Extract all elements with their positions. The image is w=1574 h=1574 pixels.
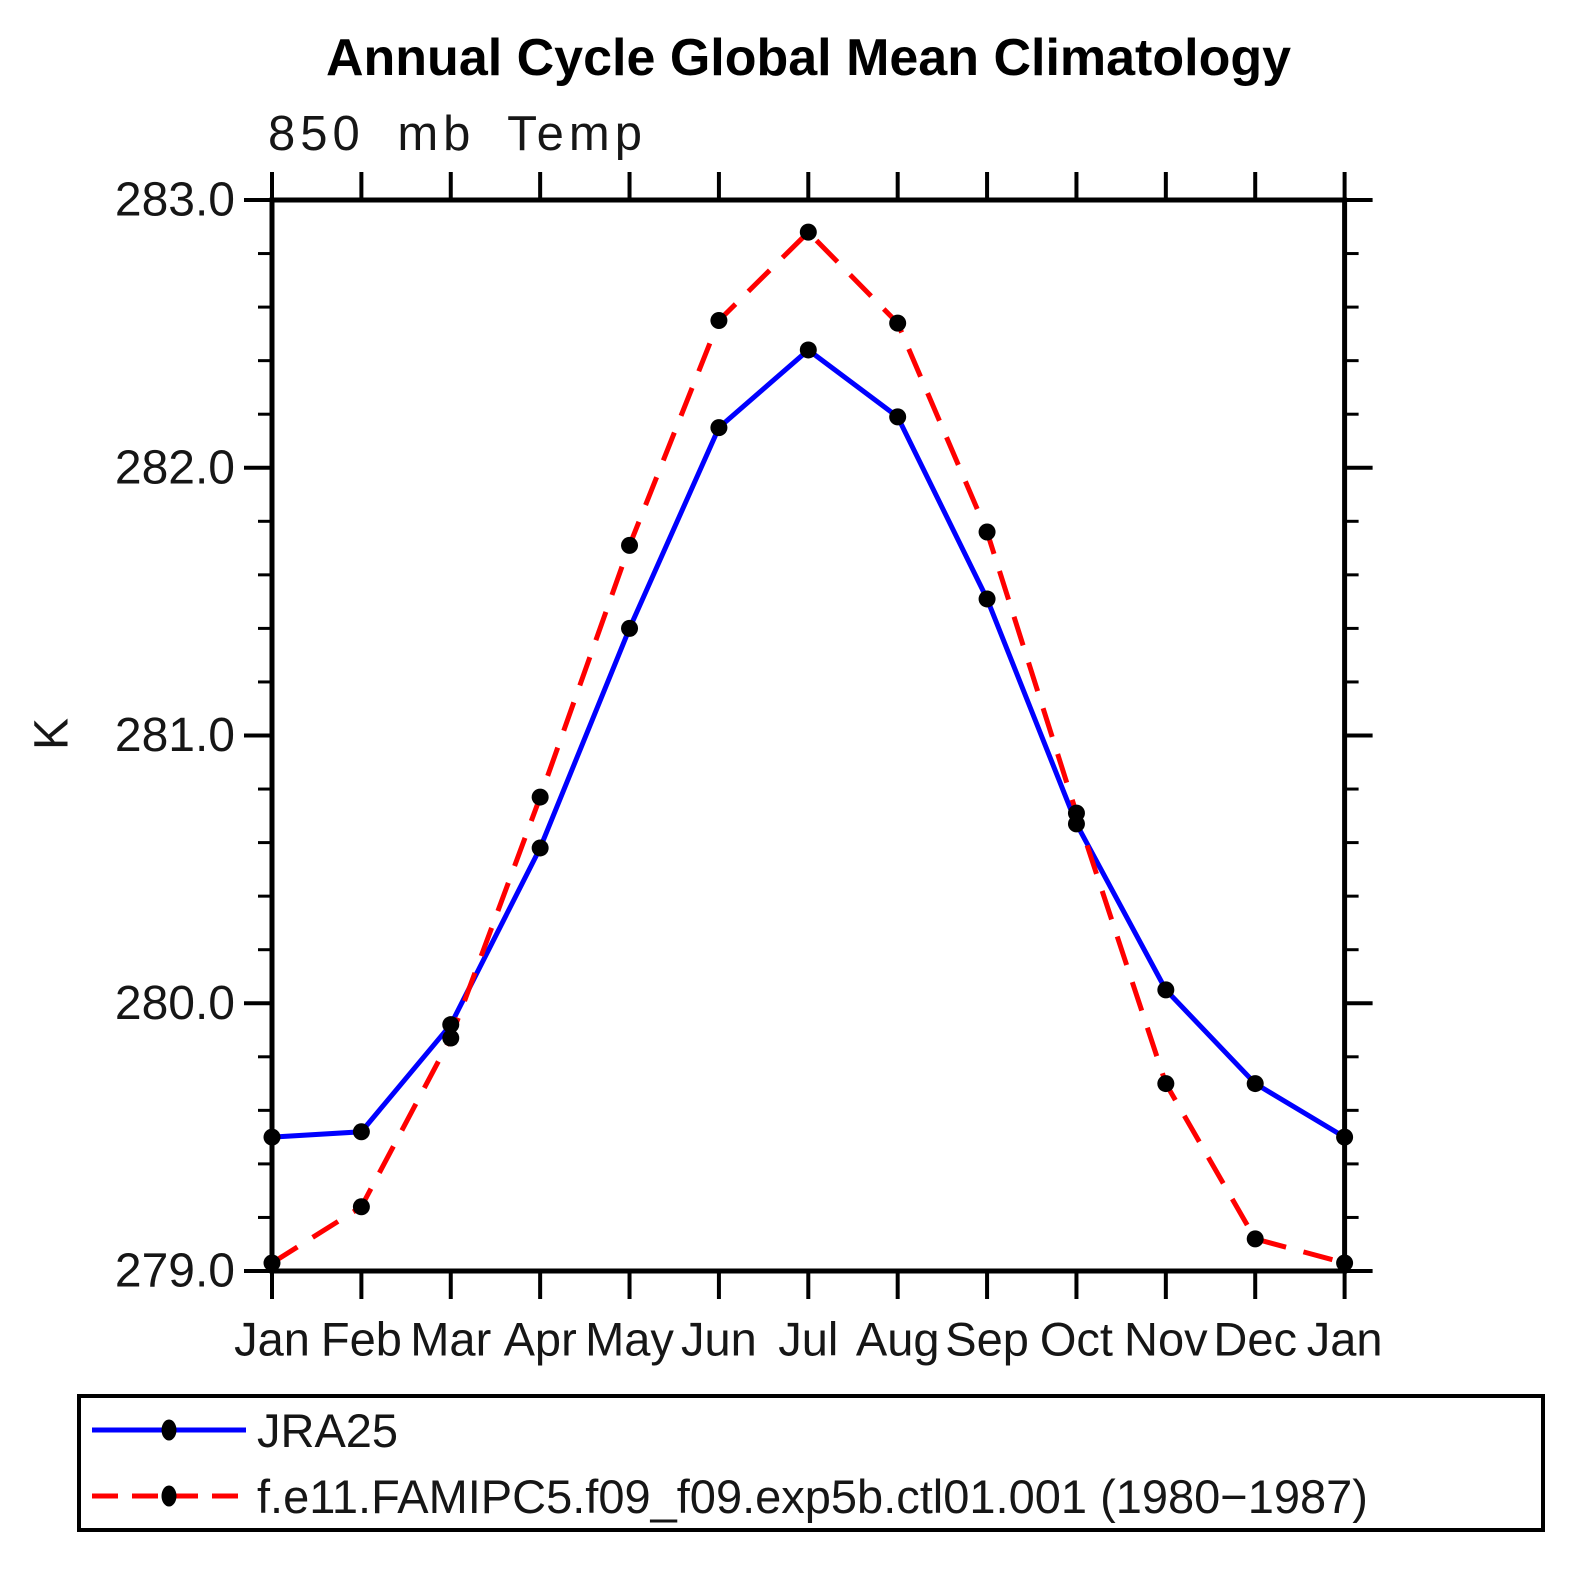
data-point-series-0 [1157,981,1175,999]
x-tick-label: May [585,1313,674,1366]
legend-label: JRA25 [257,1403,399,1457]
data-point-series-0 [352,1123,370,1141]
data-point-series-0 [442,1016,460,1034]
x-tick-label: Oct [1040,1313,1113,1366]
data-point-series-1 [1246,1230,1264,1248]
legend: JRA25 f.e11.FAMIPC5.f09_f09.exp5b.ctl01.… [77,1394,1545,1532]
data-point-series-0 [1246,1075,1264,1093]
chart-subtitle: 850 mb Temp [268,107,647,161]
legend-line-sample-dashed [92,1485,246,1507]
data-point-series-1 [442,1029,460,1047]
data-point-series-0 [621,619,639,637]
y-tick-label: 281.0 [115,709,235,762]
chart-title: Annual Cycle Global Mean Climatology [325,29,1292,87]
legend-label: f.e11.FAMIPC5.f09_f09.exp5b.ctl01.001 (1… [257,1469,1368,1523]
data-point-series-0 [978,590,996,608]
y-tick-label: 282.0 [115,441,235,494]
data-point-series-1 [1336,1254,1354,1272]
x-tick-label: Aug [856,1313,940,1366]
data-point-series-0 [263,1128,281,1146]
data-point-series-0 [889,408,907,426]
legend-marker-dot [161,1485,177,1507]
data-point-series-1 [263,1254,281,1272]
data-point-series-0 [799,341,817,359]
x-tick-label: Mar [410,1313,491,1366]
x-tick-label: Sep [945,1313,1029,1366]
axes-frame [269,197,1348,1274]
x-tick-label: Dec [1213,1313,1297,1366]
x-tick-label: Apr [504,1313,577,1366]
data-point-series-1 [531,788,549,806]
data-point-series-1 [621,536,639,554]
x-tick-label: Nov [1124,1313,1208,1366]
data-point-series-0 [531,839,549,857]
series-line-1 [270,228,1346,1266]
y-tick-label: 279.0 [115,1245,235,1298]
x-tick-label: Feb [321,1313,402,1366]
legend-line-sample-solid [92,1419,246,1441]
data-point-series-1 [889,314,907,332]
y-tick-label: 283.0 [115,174,235,227]
data-point-series-1 [799,223,817,241]
y-tick-label: 280.0 [115,977,235,1030]
x-tick-label: Jul [778,1313,838,1366]
x-tick-label: Jan [234,1313,310,1366]
data-point-series-0 [710,419,728,437]
data-point-series-1 [1067,804,1085,822]
legend-marker-dot [161,1419,177,1441]
data-point-series-1 [978,523,996,541]
legend-entry-model: f.e11.FAMIPC5.f09_f09.exp5b.ctl01.001 (1… [89,1467,1541,1525]
legend-entry-jra25: JRA25 [89,1401,1541,1459]
data-point-series-1 [352,1198,370,1216]
series-line-0 [271,346,1346,1140]
x-tick-label: Jan [1307,1313,1383,1366]
data-point-series-0 [1336,1128,1354,1146]
data-point-series-1 [1157,1075,1175,1093]
x-tick-label: Jun [681,1313,757,1366]
data-point-series-1 [710,311,728,329]
